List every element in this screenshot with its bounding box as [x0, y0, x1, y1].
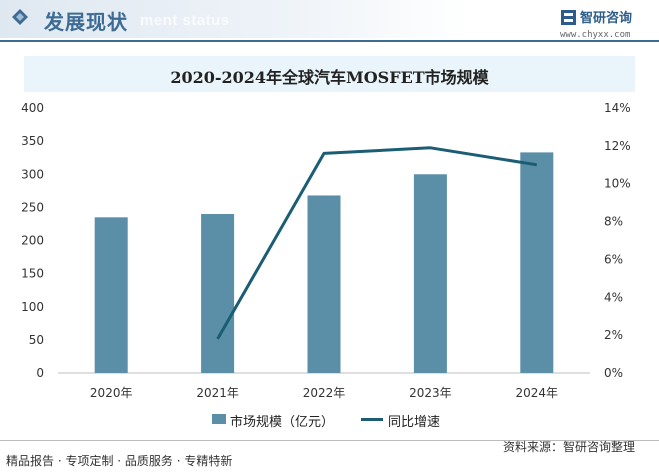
section-subtitle: ment status: [140, 12, 230, 29]
legend: 市场规模（亿元） 同比增速: [0, 409, 659, 430]
bar: [201, 214, 235, 373]
left-tick-label: 400: [21, 101, 44, 115]
chart-title: 2020-2024年全球汽车MOSFET市场规模: [170, 68, 489, 87]
brand-url: www.chyxx.com: [560, 30, 631, 40]
left-tick-label: 100: [21, 300, 44, 314]
legend-line-label: 同比增速: [388, 415, 441, 430]
footer-divider: [0, 440, 659, 441]
brand-name: 智研咨询: [580, 11, 633, 26]
footer-slogan: 精品报告 · 专项定制 · 品质服务 · 专精特新: [6, 454, 233, 468]
right-axis: 0% 2% 4% 6% 8% 10% 12% 14%: [604, 101, 631, 380]
right-tick-label: 4%: [604, 290, 623, 304]
header-diamond-icon: [12, 9, 28, 25]
legend-bar-label: 市场规模（亿元）: [230, 415, 335, 430]
right-tick-label: 14%: [604, 101, 631, 115]
left-tick-label: 350: [21, 134, 44, 148]
chart-title-box: 2020-2024年全球汽车MOSFET市场规模: [24, 56, 635, 92]
right-tick-label: 2%: [604, 328, 623, 342]
bar: [94, 217, 128, 373]
left-tick-label: 200: [21, 234, 44, 248]
left-tick-label: 250: [21, 200, 44, 214]
header: 发展现状 ment status 智研咨询 www.chyxx.com: [0, 0, 659, 50]
x-tick-label: 2022年: [303, 386, 346, 400]
left-tick-label: 50: [29, 333, 44, 347]
x-tick-label: 2021年: [196, 386, 239, 400]
growth-line: [216, 146, 538, 340]
header-divider: [0, 40, 659, 42]
legend-line-swatch: [361, 418, 383, 421]
x-tick-label: 2024年: [516, 386, 559, 400]
left-tick-label: 0: [36, 366, 44, 380]
left-tick-label: 150: [21, 267, 44, 281]
left-axis: 0 50 100 150 200 250 300 350 400: [21, 101, 44, 380]
right-tick-label: 0%: [604, 366, 623, 380]
left-tick-label: 300: [21, 167, 44, 181]
x-tick-label: 2023年: [409, 386, 452, 400]
bar: [307, 195, 341, 373]
section-title: 发展现状: [44, 10, 128, 34]
right-tick-label: 6%: [604, 252, 623, 266]
footer-source: 资料来源：智研咨询整理: [503, 440, 636, 454]
right-tick-label: 8%: [604, 215, 623, 229]
bar-series: [94, 152, 554, 373]
header-banner: [0, 0, 470, 38]
bar: [520, 152, 554, 373]
right-tick-label: 12%: [604, 139, 631, 153]
brand-logo-icon: [561, 10, 576, 25]
right-tick-label: 10%: [604, 177, 631, 191]
x-axis: 2020年 2021年 2022年 2023年 2024年: [90, 386, 558, 400]
x-tick-label: 2020年: [90, 386, 133, 400]
legend-bar-swatch: [212, 414, 226, 424]
bar: [413, 174, 447, 373]
